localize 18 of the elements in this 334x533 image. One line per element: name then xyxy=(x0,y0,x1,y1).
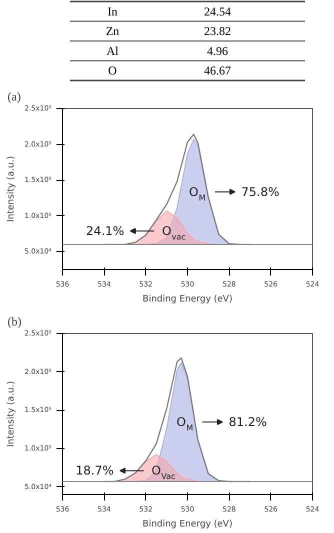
annotation: 81.2% xyxy=(228,415,267,430)
y-axis-title: Intensity (a.u.) xyxy=(6,156,17,222)
data-label: 46.67 xyxy=(204,64,231,78)
category-label: In xyxy=(108,4,118,18)
y-axis-title: Intensity (a.u.) xyxy=(6,381,17,447)
annotation: 75.8% xyxy=(241,184,280,199)
annotation: 24.1% xyxy=(86,224,124,238)
data-label: 24.54 xyxy=(204,4,231,18)
x-axis-title: Binding Energy (eV) xyxy=(142,520,232,530)
category-label: Al xyxy=(106,44,120,58)
x-axis-title: Binding Energy (eV) xyxy=(142,294,232,304)
category-label: O xyxy=(108,64,118,78)
data-label: 23.82 xyxy=(204,24,231,38)
category-label: Zn xyxy=(106,24,120,38)
data-label: 4.96 xyxy=(207,44,228,58)
chart-title: (a) xyxy=(8,90,21,104)
chart-title: (b) xyxy=(8,314,22,328)
annotation: 18.7% xyxy=(76,464,114,478)
